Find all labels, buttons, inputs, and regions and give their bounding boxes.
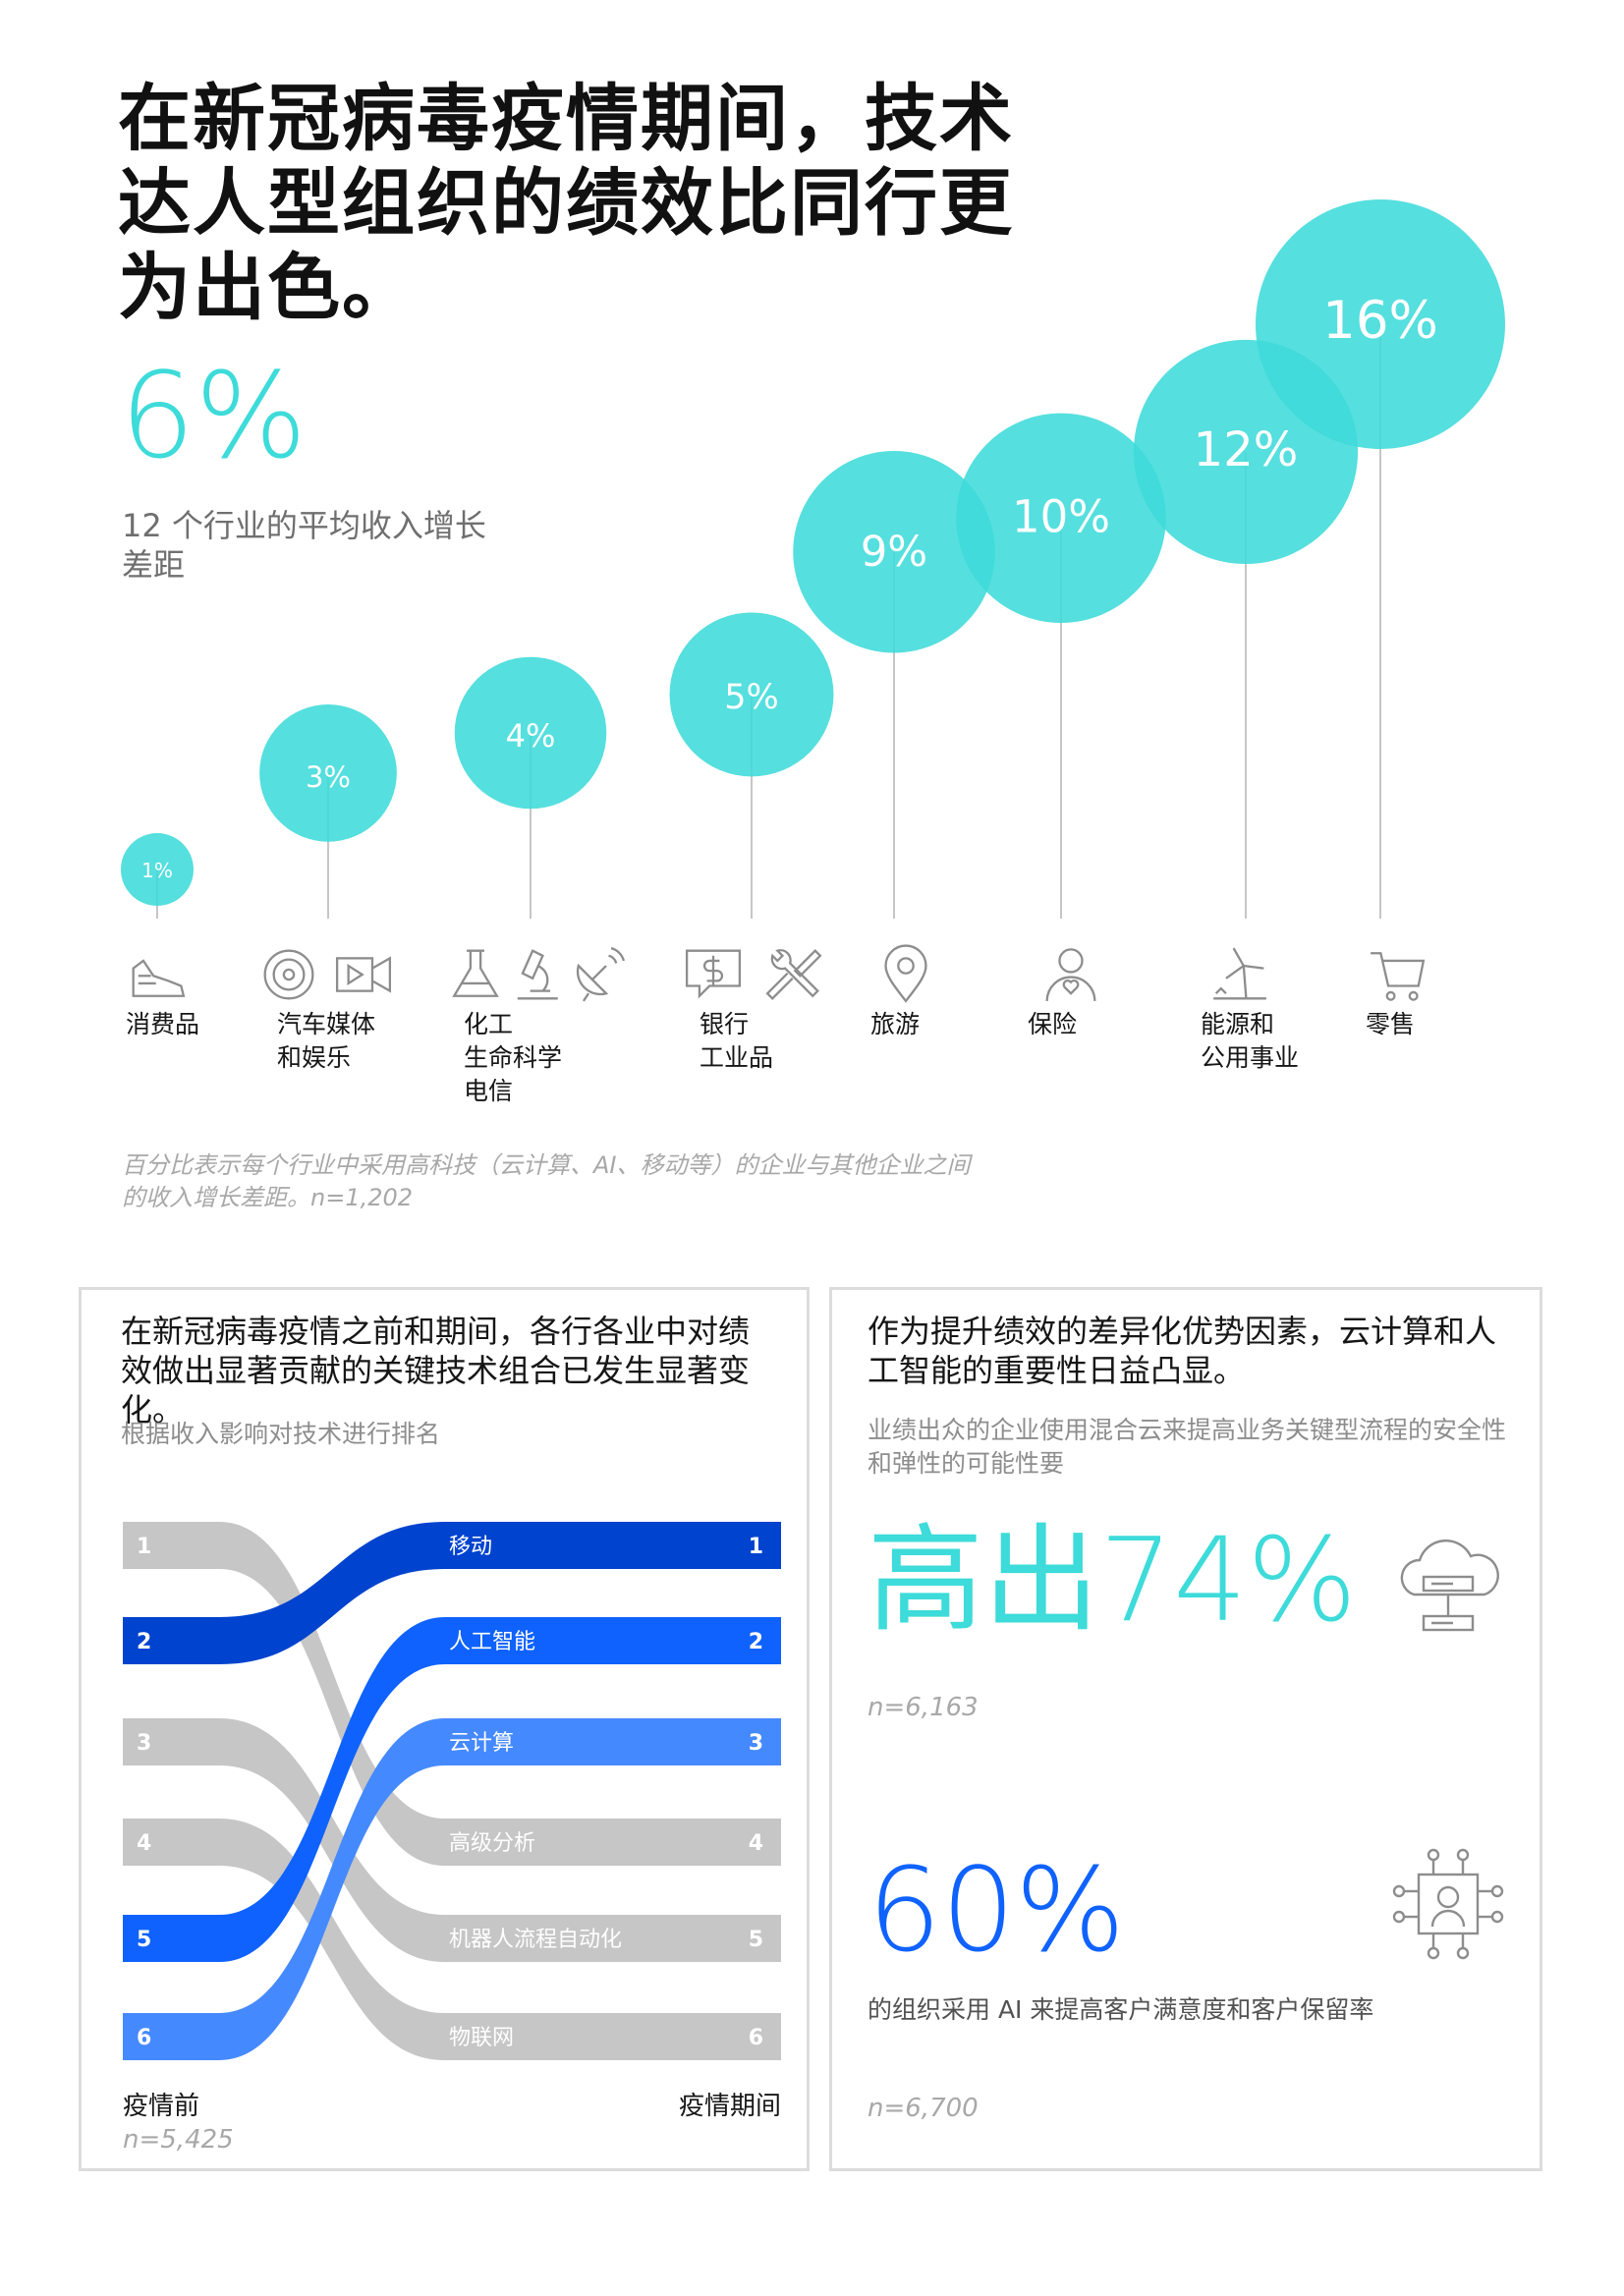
left-panel: 在新冠病毒疫情之前和期间，各行各业中对绩效做出显著贡献的关键技术组合已发生显著变…	[79, 1287, 810, 2171]
headline-stat-label: 12 个行业的平均收入增长 差距	[122, 506, 534, 585]
industry-label-line: 生命科学	[464, 1043, 563, 1072]
rank-before-number: 4	[137, 1831, 151, 1856]
rank-tech-name: 移动	[449, 1535, 492, 1559]
stat1-value: 高出74%	[868, 1512, 1358, 1648]
rank-band	[123, 1617, 781, 1962]
industry-label: 零售	[1366, 1008, 1415, 1041]
stat1-description: 业绩出众的企业使用混合云来提高业务关键型流程的安全性和弹性的可能性要	[868, 1416, 1507, 1478]
industry-label-line: 保险	[1028, 1010, 1078, 1038]
rank-before-number: 6	[137, 2026, 151, 2050]
industry-label-line: 零售	[1366, 1010, 1416, 1038]
rank-tech-name: 高级分析	[449, 1831, 535, 1856]
rank-tech-name: 人工智能	[449, 1630, 535, 1654]
industry-label-line: 能源和	[1201, 1010, 1275, 1038]
rank-band	[123, 1718, 781, 2060]
headline-stat-value: 6%	[120, 349, 308, 485]
rank-during-number: 3	[749, 1731, 763, 1756]
rank-during-number: 1	[749, 1535, 763, 1559]
headline-stat-label-line: 差距	[122, 546, 186, 584]
rank-before-number: 5	[137, 1928, 151, 1952]
bubble-1	[259, 704, 397, 842]
location-pin-icon	[874, 943, 937, 1010]
flask-icon	[444, 943, 507, 1010]
left-panel-heading: 在新冠病毒疫情之前和期间，各行各业中对绩效做出显著贡献的关键技术组合已发生显著变…	[121, 1313, 751, 1428]
sneaker-icon	[126, 943, 189, 1010]
industry-label: 保险	[1028, 1008, 1077, 1041]
rank-tech-name: 云计算	[449, 1731, 514, 1756]
label-during: 疫情期间	[678, 2092, 781, 2121]
left-panel-n: n=5,425	[123, 2125, 234, 2155]
industry-label-line: 银行	[700, 1010, 750, 1038]
headline-stat-label-line: 12 个行业的平均收入增长	[122, 507, 486, 544]
industry-label-line: 和娱乐	[277, 1043, 352, 1072]
bubble-3	[669, 612, 834, 777]
industry-label-line: 汽车媒体	[277, 1010, 376, 1038]
industry-label: 银行 工业品	[700, 1008, 773, 1075]
rank-before-number: 3	[137, 1731, 151, 1756]
rank-before-number: 2	[137, 1630, 151, 1654]
industry-label: 旅游	[870, 1008, 920, 1041]
bubble-chart: 1% 3% 4% 5% 9% 10% 12% 16%	[121, 199, 1505, 919]
shopping-cart-icon	[1366, 943, 1428, 1010]
bubble-7	[1256, 199, 1505, 449]
page-title: 在新冠病毒疫情期间，技术 达人型组织的绩效比同行更 为出色。	[118, 77, 1051, 330]
industry-label: 能源和 公用事业	[1201, 1008, 1299, 1075]
rank-during-number: 4	[749, 1831, 763, 1856]
title-line: 达人型组织的绩效比同行更	[118, 161, 1014, 246]
rank-tech-name: 物联网	[449, 2026, 514, 2050]
footnote: 百分比表示每个行业中采用高科技（云计算、AI、移动等）的企业与其他企业之间的收入…	[122, 1151, 971, 1211]
bubble-2	[454, 656, 607, 810]
industry-label-line: 电信	[464, 1077, 514, 1105]
ranking-chart: 1 2 3 4 5 6 移动 1 人工智能 2 云计算 3 高级分析 4 机器人流程自动化 5 物联网 6	[123, 1522, 781, 2060]
bubble-4	[793, 451, 995, 653]
bubble-label: 9%	[861, 528, 927, 577]
industry-label-line: 消费品	[126, 1010, 200, 1038]
title-line: 在新冠病毒疫情期间，技术	[118, 77, 1014, 161]
bubble-label: 4%	[506, 717, 556, 755]
steering-wheel-icon	[257, 943, 320, 1010]
left-panel-subtitle: 根据收入影响对技术进行排名	[121, 1420, 441, 1448]
rank-band	[123, 1718, 781, 1962]
right-panel-heading: 作为提升绩效的差异化优势因素，云计算和人工智能的重要性日益凸显。	[868, 1313, 1497, 1389]
bubble-label: 1%	[141, 859, 173, 882]
rank-band	[123, 1522, 781, 1866]
satellite-dish-icon	[566, 943, 629, 1010]
bubble-label: 5%	[724, 678, 779, 717]
title-line: 为出色。	[118, 246, 417, 330]
stat2-n: n=6,700	[868, 2094, 979, 2123]
stat2-value: 60%	[868, 1842, 1126, 1978]
stat1-n: n=6,163	[868, 1693, 979, 1722]
rank-during-number: 6	[749, 2026, 763, 2050]
bubble-label: 12%	[1194, 422, 1299, 477]
industry-label: 汽车媒体 和娱乐	[277, 1008, 375, 1075]
right-panel: 作为提升绩效的差异化优势因素，云计算和人工智能的重要性日益凸显。 业绩出众的企业…	[829, 1287, 1542, 2171]
industry-label-line: 旅游	[870, 1010, 921, 1038]
rank-during-number: 5	[749, 1928, 763, 1952]
industry-label-line: 工业品	[700, 1043, 774, 1072]
bubble-0	[121, 833, 194, 906]
ai-chip-person-icon	[1384, 1840, 1512, 1972]
bubble-5	[956, 413, 1166, 624]
rank-tech-name: 机器人流程自动化	[449, 1928, 622, 1952]
dollar-chat-icon	[682, 943, 745, 1010]
video-camera-icon	[332, 943, 395, 1010]
rank-before-number: 1	[137, 1535, 151, 1559]
industry-label: 消费品	[126, 1008, 199, 1041]
stat2-description: 的组织采用 AI 来提高客户满意度和客户保留率	[868, 1995, 1374, 2024]
industry-label: 化工 生命科学 电信	[464, 1008, 562, 1108]
industry-label-line: 公用事业	[1201, 1043, 1300, 1072]
bubble-label: 3%	[306, 760, 351, 794]
cloud-server-icon	[1384, 1526, 1512, 1657]
bubble-label: 16%	[1322, 291, 1438, 351]
bubble-label: 10%	[1012, 490, 1110, 542]
wind-turbine-icon	[1208, 943, 1271, 1010]
rank-during-number: 2	[749, 1630, 763, 1654]
rank-band	[123, 1522, 781, 1664]
microscope-icon	[505, 943, 568, 1010]
wrench-screwdriver-icon	[762, 943, 825, 1010]
label-before: 疫情前	[123, 2092, 200, 2121]
person-heart-icon	[1039, 943, 1102, 1010]
industry-label-line: 化工	[464, 1010, 514, 1038]
